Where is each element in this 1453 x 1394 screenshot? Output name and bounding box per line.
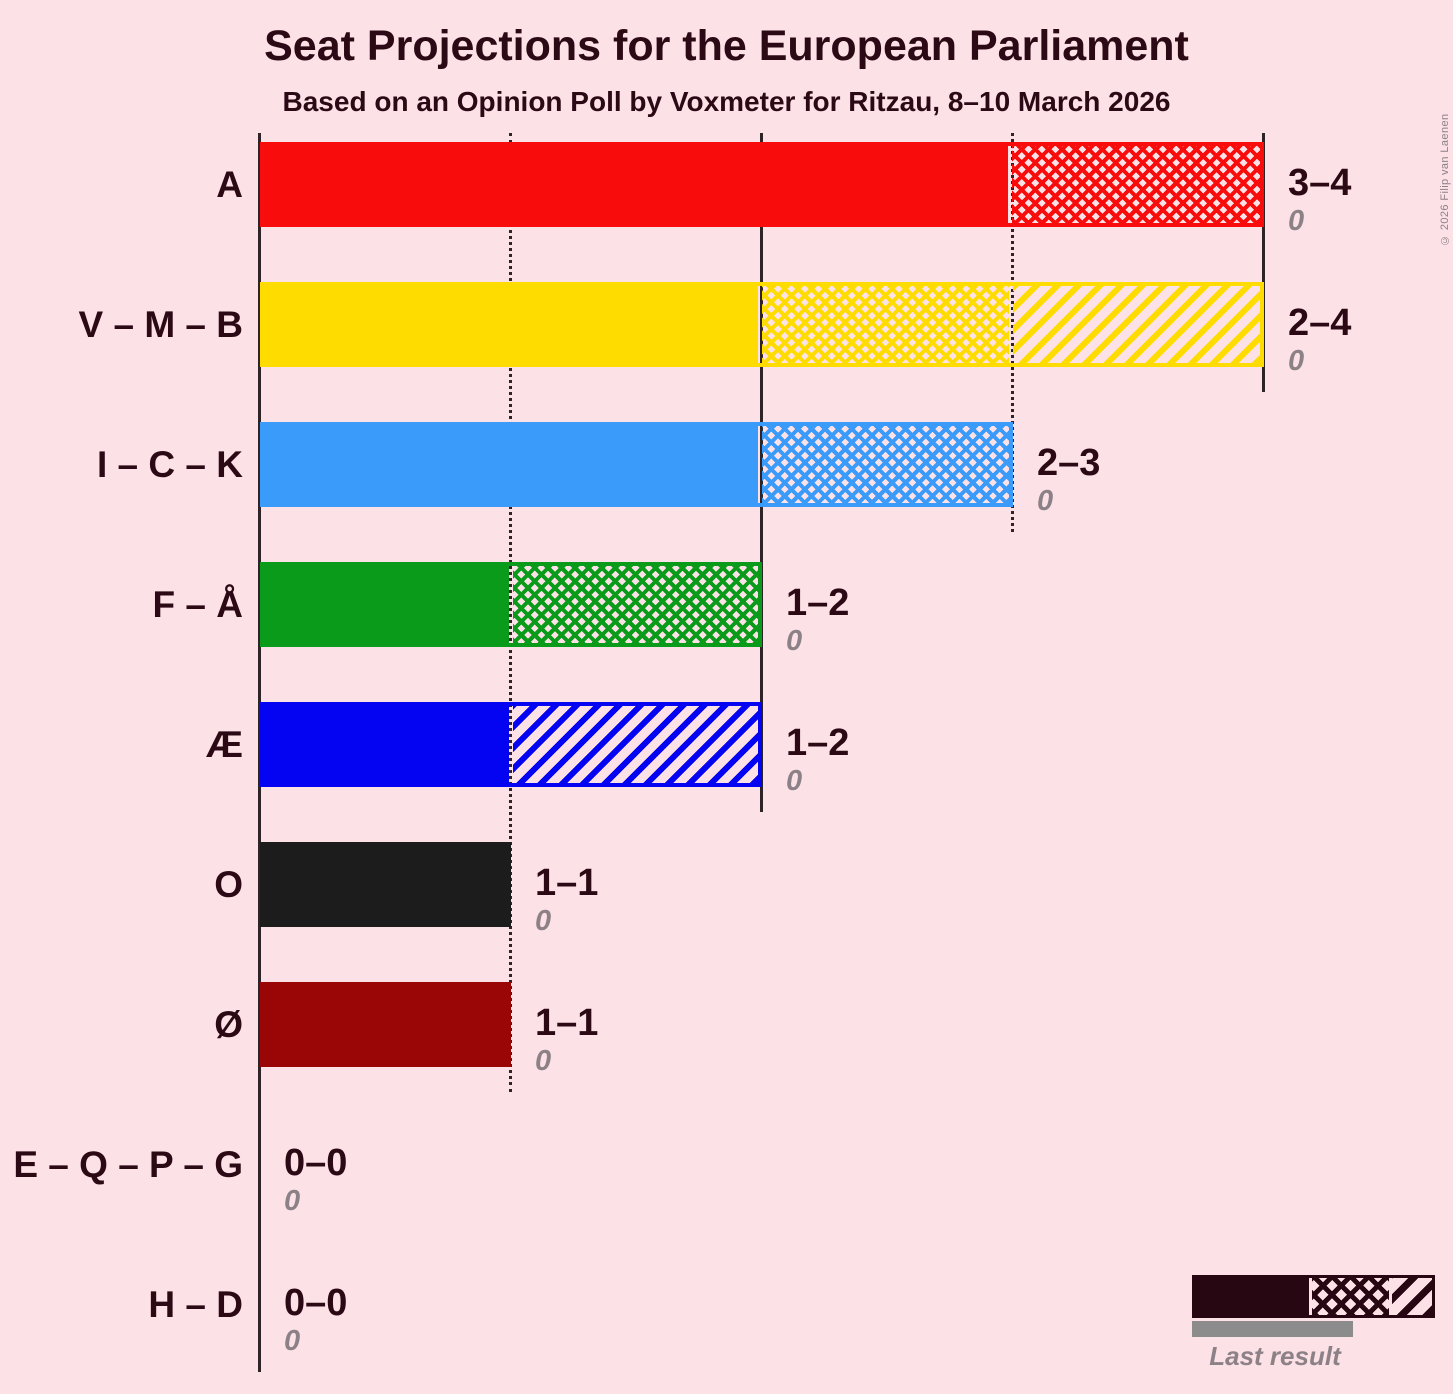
ci-bar — [260, 562, 762, 647]
party-label: Æ — [206, 724, 243, 765]
legend-swatch-solid-segment — [1195, 1278, 1310, 1315]
value-label-group: 0–0 0 — [284, 1280, 347, 1357]
party-label: A — [216, 164, 243, 205]
bar-segment-solid — [264, 706, 509, 783]
ci-bar — [260, 422, 1013, 507]
ci-bar — [260, 982, 511, 1067]
party-label: O — [214, 864, 243, 905]
legend-ci-swatch — [1192, 1275, 1435, 1318]
ci-range-label: 1–1 — [535, 862, 599, 904]
bar-segment-solid — [264, 846, 507, 923]
value-label-group: 3–4 0 — [1288, 160, 1351, 237]
bar-segment-solid — [264, 426, 758, 503]
ci-range-label: 2–3 — [1037, 442, 1101, 484]
last-result-value: 0 — [535, 1045, 552, 1077]
legend-last-result-label: Last result — [1209, 1341, 1341, 1371]
chart-title: Seat Projections for the European Parlia… — [264, 22, 1189, 70]
last-result-value: 0 — [535, 905, 552, 937]
value-label-group: 1–2 0 — [786, 720, 849, 797]
ci-range-label: 0–0 — [284, 1282, 348, 1324]
party-label: I – C – K — [97, 444, 243, 485]
value-label-group: 2–3 0 — [1037, 440, 1100, 517]
last-result-value: 0 — [1288, 205, 1305, 237]
value-label-group: 1–1 0 — [535, 860, 598, 937]
last-result-value: 0 — [1288, 345, 1305, 377]
ci-bar — [260, 842, 511, 927]
bar-segment-solid — [264, 286, 758, 363]
bar-segment-solid — [264, 566, 509, 643]
gridline-seats-3 — [1011, 133, 1014, 532]
ci-bar — [260, 702, 762, 787]
bar-segment-diagonal — [1009, 286, 1260, 363]
legend-last-result-swatch — [1192, 1321, 1353, 1337]
last-result-value: 0 — [786, 625, 803, 657]
ci-range-label: 3–4 — [1288, 162, 1352, 204]
last-result-value: 0 — [786, 765, 803, 797]
legend-swatch-crosshatch-segment — [1309, 1278, 1390, 1315]
party-label: E – Q – P – G — [13, 1144, 243, 1185]
value-label-group: 1–1 0 — [535, 1000, 598, 1077]
ci-range-label: 1–1 — [535, 1002, 599, 1044]
ci-range-label: 0–0 — [284, 1142, 348, 1184]
ci-range-label: 2–4 — [1288, 302, 1352, 344]
bar-segment-crosshatch — [758, 286, 1009, 363]
gridline-seats-2 — [760, 133, 763, 812]
gridline-seats-4 — [1262, 133, 1265, 392]
value-label-group: 2–4 0 — [1288, 300, 1351, 377]
legend-swatch-diagonal-segment — [1389, 1278, 1432, 1315]
ci-bar — [260, 142, 1264, 227]
last-result-value: 0 — [1037, 485, 1054, 517]
bar-segment-crosshatch — [509, 566, 758, 643]
bar-segment-crosshatch — [758, 426, 1009, 503]
party-label: V – M – B — [78, 304, 244, 345]
copyright-notice: © 2026 Filip van Laenen — [1439, 113, 1451, 246]
party-label: F – Å — [152, 584, 243, 625]
ci-bar — [260, 282, 1264, 367]
ci-range-label: 1–2 — [786, 582, 850, 624]
chart-subtitle: Based on an Opinion Poll by Voxmeter for… — [282, 86, 1171, 117]
party-label: Ø — [214, 1004, 243, 1045]
party-label: H – D — [148, 1284, 243, 1325]
bar-segment-solid — [264, 146, 1008, 223]
value-label-group: 1–2 0 — [786, 580, 849, 657]
gridline-seats-1 — [509, 133, 512, 1092]
value-label-group: 0–0 0 — [284, 1140, 347, 1217]
last-result-value: 0 — [284, 1325, 301, 1357]
bar-segment-crosshatch — [1008, 146, 1260, 223]
last-result-value: 0 — [284, 1185, 301, 1217]
gridline-seats-0 — [258, 133, 261, 1372]
bar-segment-diagonal — [509, 706, 758, 783]
ci-range-label: 1–2 — [786, 722, 850, 764]
bar-segment-solid — [264, 986, 507, 1063]
